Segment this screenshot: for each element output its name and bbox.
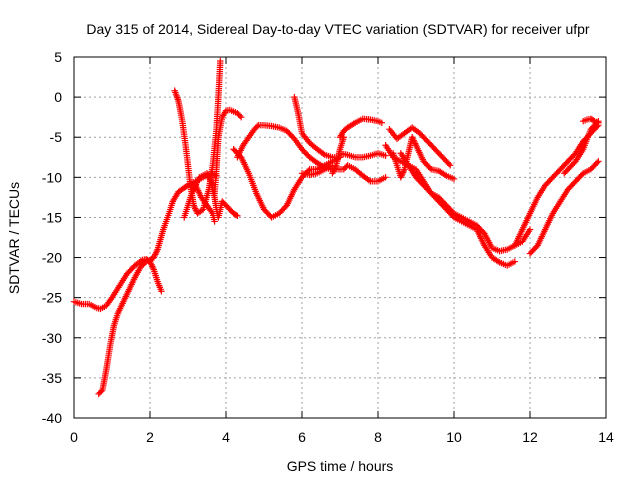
data-point bbox=[98, 388, 105, 395]
data-point bbox=[378, 119, 385, 126]
data-point bbox=[234, 212, 241, 220]
y-tick-label: -40 bbox=[42, 410, 62, 426]
y-tick-label: -30 bbox=[42, 330, 62, 346]
series-0 bbox=[70, 255, 165, 313]
series-21 bbox=[580, 115, 602, 126]
x-tick-label: 4 bbox=[222, 429, 230, 445]
data-point bbox=[232, 211, 240, 219]
x-tick-label: 6 bbox=[298, 429, 306, 445]
series-8 bbox=[291, 93, 344, 161]
series-12 bbox=[336, 162, 389, 185]
y-tick-label: -10 bbox=[42, 169, 62, 185]
data-point bbox=[305, 167, 312, 174]
data-point bbox=[494, 258, 502, 265]
x-tick-label: 8 bbox=[374, 429, 382, 445]
y-tick-label: -15 bbox=[42, 209, 62, 225]
data-point bbox=[238, 113, 245, 121]
x-tick-label: 10 bbox=[446, 429, 462, 445]
x-tick-label: 0 bbox=[70, 429, 78, 445]
data-point bbox=[329, 162, 336, 169]
axis-ticks bbox=[73, 56, 607, 419]
data-point bbox=[320, 150, 327, 157]
data-point bbox=[593, 159, 601, 166]
data-point bbox=[138, 262, 146, 269]
x-tick-label: 14 bbox=[598, 429, 614, 445]
plot-frame bbox=[73, 56, 607, 419]
data-point bbox=[158, 288, 165, 295]
data-point bbox=[253, 123, 261, 130]
data-point bbox=[526, 226, 534, 233]
data-point bbox=[382, 152, 389, 159]
data-marks bbox=[70, 57, 602, 398]
series-20 bbox=[561, 117, 602, 177]
data-point bbox=[595, 158, 602, 165]
x-axis-label: GPS time / hours bbox=[287, 458, 394, 474]
series-14 bbox=[390, 134, 458, 183]
data-point bbox=[137, 263, 144, 271]
y-tick-label: -25 bbox=[42, 290, 62, 306]
series-4 bbox=[211, 106, 245, 197]
data-point bbox=[365, 177, 373, 184]
data-point bbox=[445, 160, 453, 168]
series-10 bbox=[298, 162, 336, 179]
data-point bbox=[441, 171, 449, 178]
y-tick-label: 0 bbox=[54, 89, 62, 105]
series-13 bbox=[336, 115, 385, 141]
data-point bbox=[595, 119, 602, 126]
data-point bbox=[141, 259, 148, 267]
series-17 bbox=[397, 150, 534, 255]
y-tick-label: -35 bbox=[42, 370, 62, 386]
series-7 bbox=[234, 121, 344, 173]
chart-title: Day 315 of 2014, Sidereal Day-to-day VTE… bbox=[86, 21, 590, 37]
x-tick-label: 12 bbox=[522, 429, 538, 445]
y-tick-label: 5 bbox=[54, 49, 62, 65]
data-point bbox=[350, 120, 357, 127]
data-point bbox=[140, 261, 147, 268]
series-5 bbox=[192, 182, 218, 225]
series-11 bbox=[336, 150, 389, 161]
data-point bbox=[447, 162, 454, 169]
data-point bbox=[382, 174, 389, 181]
tick-labels: 0 2 4 6 8 10 12 14 5 0 -5 -10 -15 -20 -25 -30 -35 -40 bbox=[42, 49, 614, 445]
y-tick-label: -20 bbox=[42, 250, 62, 266]
y-tick-label: -5 bbox=[50, 129, 63, 145]
data-point bbox=[450, 175, 458, 183]
data-point bbox=[217, 57, 224, 65]
series-18 bbox=[526, 158, 602, 257]
data-point bbox=[511, 258, 518, 265]
data-point bbox=[236, 112, 244, 120]
y-axis-label: SDTVAR / TECUs bbox=[6, 182, 22, 294]
x-tick-label: 2 bbox=[146, 429, 154, 445]
series-15 bbox=[386, 124, 454, 169]
data-point bbox=[211, 218, 218, 225]
